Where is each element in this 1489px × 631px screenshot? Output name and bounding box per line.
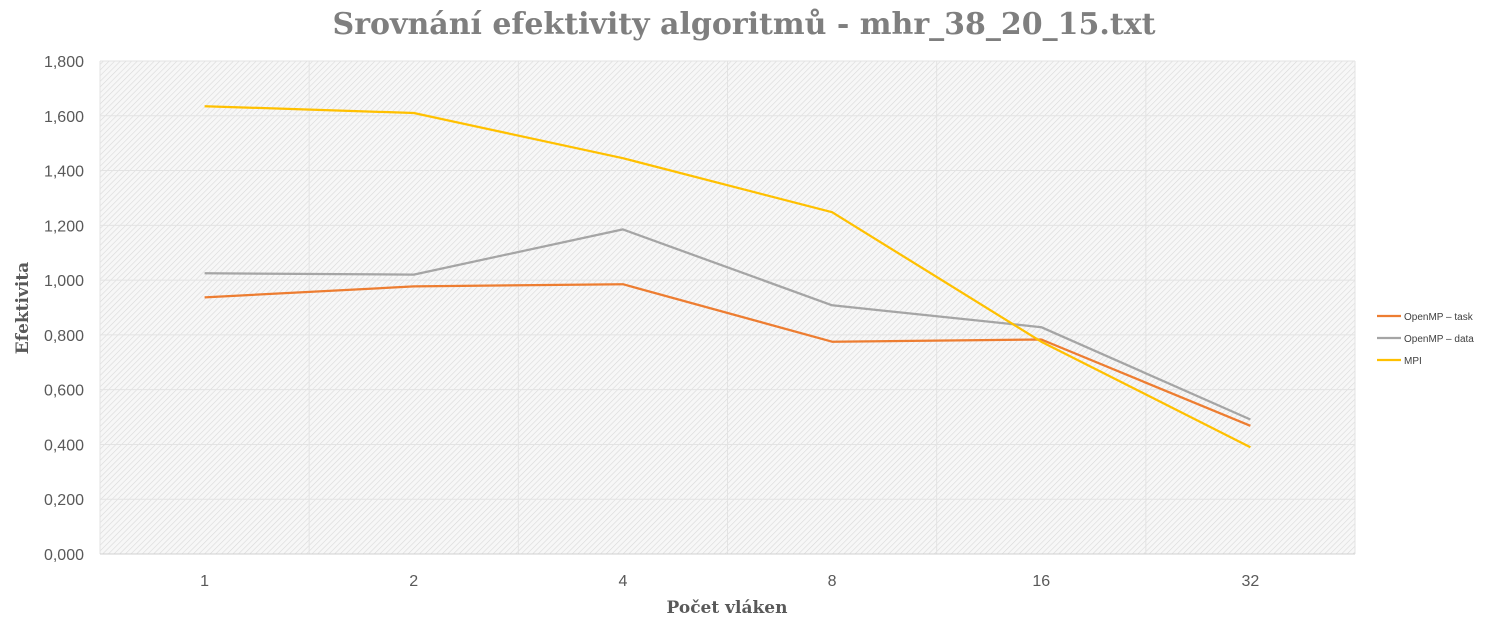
series-line-openmp-data <box>204 228 1251 421</box>
y-axis-title: Efektivita <box>13 262 33 354</box>
x-tick-label: 4 <box>618 573 627 590</box>
x-tick-label: 2 <box>409 573 418 590</box>
y-tick-label: 0,400 <box>44 437 84 454</box>
y-tick-label: 1,600 <box>44 109 84 126</box>
y-tick-label: 0,200 <box>44 492 84 509</box>
chart-title: Srovnání efektivity algoritmů - mhr_38_2… <box>333 7 1156 42</box>
series-lines <box>204 105 1251 449</box>
y-tick-label: 0,800 <box>44 328 84 345</box>
y-tick-label: 1,000 <box>44 273 84 290</box>
y-tick-label: 0,600 <box>44 383 84 400</box>
x-tick-label: 8 <box>828 573 837 590</box>
legend-label-openmp-task: OpenMP – task <box>1404 312 1474 323</box>
x-axis: 1 2 4 8 16 32 <box>200 573 1259 590</box>
gridlines <box>99 60 1356 555</box>
y-tick-label: 1,400 <box>44 164 84 181</box>
x-tick-label: 1 <box>200 573 209 590</box>
legend-label-mpi: MPI <box>1404 356 1422 367</box>
y-tick-label: 0,000 <box>44 547 84 564</box>
y-tick-label: 1,200 <box>44 218 84 235</box>
series-line-openmp-task <box>204 283 1251 427</box>
legend: OpenMP – task OpenMP – data MPI <box>1377 312 1474 367</box>
x-tick-label: 16 <box>1032 573 1050 590</box>
x-tick-label: 32 <box>1242 573 1260 590</box>
y-tick-label: 1,800 <box>44 54 84 71</box>
x-axis-title: Počet vláken <box>667 598 788 618</box>
legend-label-openmp-data: OpenMP – data <box>1404 334 1474 345</box>
y-axis: 0,000 0,200 0,400 0,600 0,800 1,000 1,200 1,400… <box>44 54 84 564</box>
series-line-mpi <box>204 105 1251 449</box>
